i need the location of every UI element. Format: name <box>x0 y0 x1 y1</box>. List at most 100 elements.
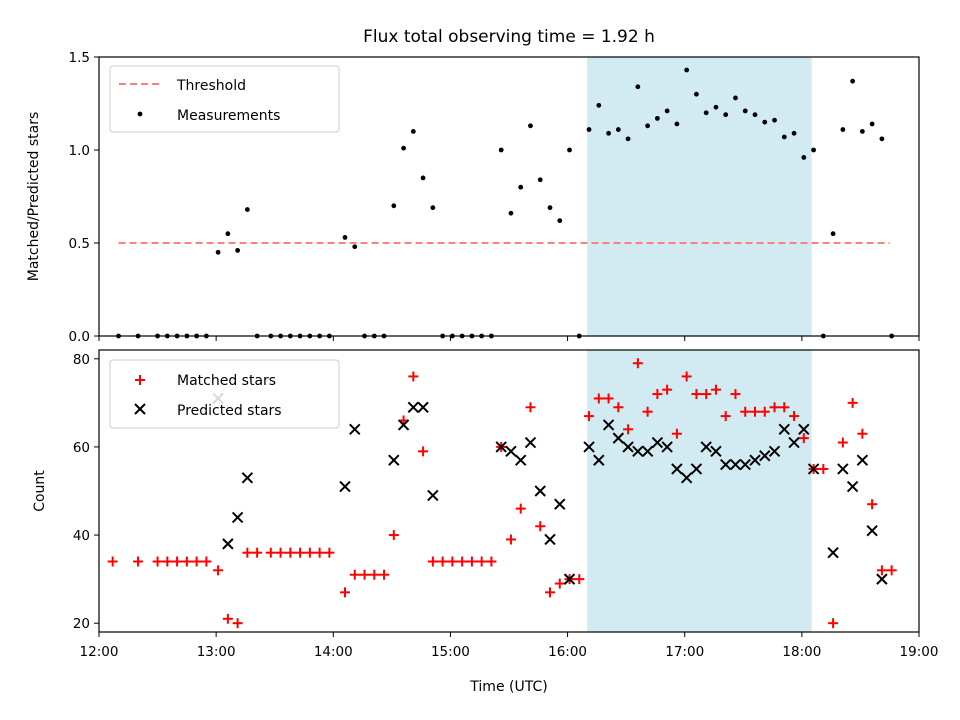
bottom-panel: 12:00 13:00 14:00 15:00 16:00 17:00 18:00 19:00… <box>32 349 939 695</box>
matched-star-point <box>515 503 526 514</box>
legend-measurements-label: Measurements <box>177 108 280 124</box>
predicted-star-point <box>505 445 517 458</box>
predicted-star-point <box>241 472 254 484</box>
matched-star-point <box>349 569 360 580</box>
legend-matched-label: Matched stars <box>177 373 276 389</box>
matched-star-point <box>525 402 536 413</box>
x-axis-label: Time (UTC) <box>469 679 547 695</box>
predicted-star-point <box>710 445 722 458</box>
matched-star-point <box>265 547 276 558</box>
measurement-point <box>703 110 709 116</box>
measurement-point <box>840 127 846 132</box>
measurement-point <box>684 67 690 73</box>
predicted-star-point <box>641 445 654 458</box>
chart-title: Flux total observing time = 1.92 h <box>363 27 655 47</box>
predicted-star-point <box>524 436 537 449</box>
predicted-star-point <box>495 441 507 453</box>
x-tick-label: 14:00 <box>314 644 353 660</box>
matched-star-point <box>418 446 429 457</box>
predicted-star-point <box>759 450 771 462</box>
measurement-point <box>752 112 758 118</box>
legend-predicted-swatch <box>134 403 146 415</box>
top-observing-span <box>587 57 812 336</box>
measurement-point <box>420 175 426 181</box>
predicted-star-point <box>563 573 576 585</box>
predicted-star-point <box>427 489 439 502</box>
top-x-ticks <box>98 336 920 341</box>
predicted-star-point <box>846 480 859 493</box>
matched-star-point <box>750 406 760 417</box>
matched-star-point <box>789 411 800 422</box>
predicted-star-point <box>856 454 869 466</box>
measurement-point <box>244 207 250 212</box>
predicted-star-point <box>876 573 888 585</box>
matched-star-point <box>671 428 682 439</box>
predicted-star-point <box>768 445 781 458</box>
matched-star-point <box>837 437 848 448</box>
bottom-axes-frame <box>98 349 920 633</box>
predicted-star-point <box>515 454 527 466</box>
predicted-star-point <box>778 423 790 436</box>
legend-measurements-swatch <box>137 111 143 117</box>
predicted-star-point <box>417 401 429 413</box>
bottom-legend-box <box>109 359 340 429</box>
predicted-star-point <box>798 423 810 436</box>
measurement-point <box>352 244 358 250</box>
measurement-point <box>586 127 592 132</box>
bottom-legend: Matched stars Predicted stars <box>109 359 340 429</box>
matched-star-point <box>314 547 325 558</box>
matched-star-point <box>740 406 751 417</box>
measurement-point <box>557 218 563 224</box>
top-y-tick-label: 0.5 <box>69 236 90 252</box>
predicted-star-point <box>720 458 732 471</box>
measurement-point <box>674 121 680 127</box>
predicted-star-point <box>837 463 849 475</box>
matched-star-point <box>107 556 118 567</box>
matched-star-point <box>876 565 887 576</box>
measurement-point <box>879 136 885 142</box>
measurement-point <box>518 184 524 190</box>
measurement-point <box>615 127 621 132</box>
measurement-point <box>664 108 670 114</box>
top-y-ticks: 0.0 0.5 1.0 1.5 <box>69 50 99 345</box>
matched-star-point <box>652 389 663 400</box>
matched-star-point <box>340 587 350 598</box>
x-tick-label: 19:00 <box>900 644 939 660</box>
top-y-tick-label: 1.5 <box>69 50 90 66</box>
matched-star-point <box>252 547 263 558</box>
predicted-star-point <box>622 441 634 453</box>
matched-star-point <box>295 547 306 558</box>
measurement-point <box>733 95 738 101</box>
matched-star-point <box>457 556 468 567</box>
matched-star-point <box>447 556 458 567</box>
measurement-point <box>401 145 406 151</box>
matched-star-point <box>818 463 829 474</box>
matched-star-point <box>759 406 770 417</box>
matched-star-point <box>505 534 516 545</box>
predicted-star-point <box>554 498 566 510</box>
matched-star-point <box>324 547 335 558</box>
x-tick-label: 16:00 <box>548 644 587 660</box>
measurement-point <box>830 231 836 237</box>
matched-star-point <box>466 556 477 567</box>
matched-star-point <box>574 574 585 585</box>
matched-star-point <box>867 499 878 510</box>
matched-star-point <box>857 428 868 439</box>
top-legend: Threshold Measurements <box>109 65 340 133</box>
x-tick-label: 17:00 <box>665 644 704 660</box>
predicted-star-point <box>397 419 410 431</box>
top-y-axis-label: Matched/Predicted stars <box>26 112 42 282</box>
matched-star-point <box>191 556 202 567</box>
top-y-tick-label: 1.0 <box>69 143 90 159</box>
predicted-star-point <box>680 472 693 484</box>
matched-star-point <box>427 556 438 567</box>
matched-star-point <box>172 556 183 567</box>
bottom-y-tick-label: 60 <box>73 440 90 456</box>
predicted-star-point <box>602 419 615 431</box>
matched-star-point <box>275 547 286 558</box>
matched-star-point <box>710 384 721 395</box>
matched-star-point <box>162 556 173 567</box>
measurement-point <box>567 147 572 153</box>
matched-star-point <box>779 402 790 413</box>
